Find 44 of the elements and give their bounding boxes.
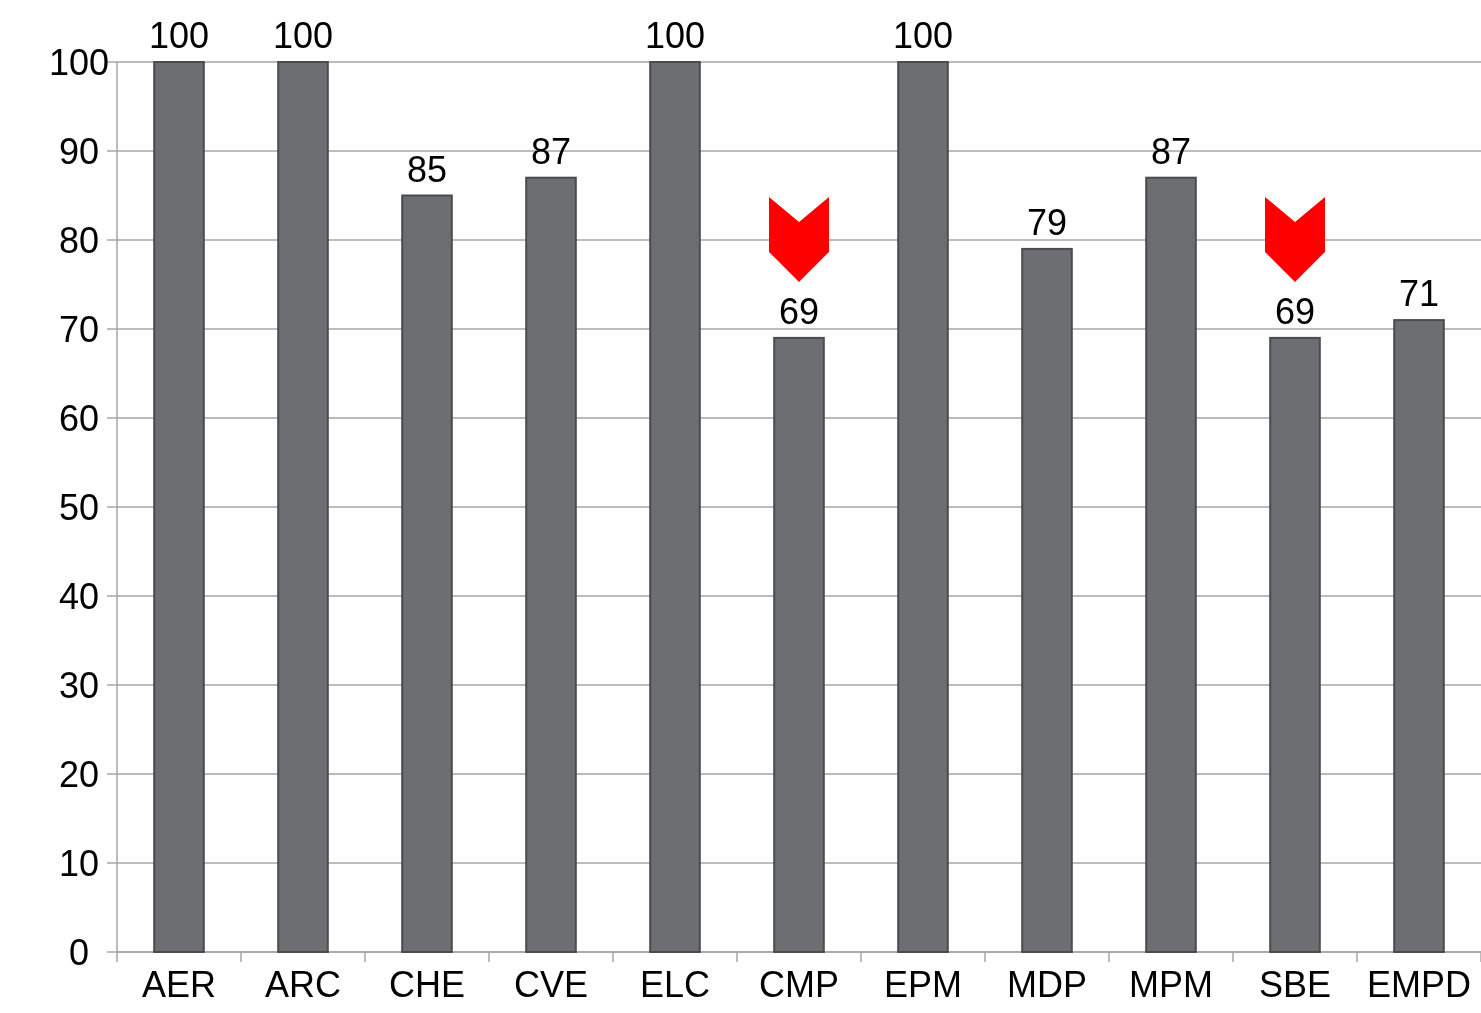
- y-tick-label: 90: [58, 130, 100, 172]
- x-tick-label: AER: [141, 964, 217, 1005]
- x-tick-label: CHE: [388, 964, 466, 1005]
- data-label: 100: [892, 15, 954, 56]
- data-label: 85: [406, 148, 448, 190]
- bar: [277, 61, 329, 953]
- data-label: 71: [1398, 273, 1440, 315]
- bar: [773, 336, 825, 953]
- y-tick-label: 10: [58, 842, 100, 884]
- x-tick-label: CMP: [759, 964, 839, 1005]
- bar: [525, 176, 577, 953]
- bar: [1145, 176, 1197, 953]
- bar: [1021, 247, 1073, 953]
- x-tick-label: MPM: [1129, 964, 1213, 1005]
- bar: [897, 61, 949, 953]
- data-label: 100: [148, 15, 210, 56]
- x-tick-label: SBE: [1258, 964, 1332, 1005]
- data-label: 87: [530, 130, 572, 172]
- data-label: 79: [1026, 201, 1068, 243]
- y-tick-label: 40: [58, 575, 100, 617]
- x-tick-label: EPM: [883, 964, 963, 1005]
- bar: [1393, 319, 1445, 953]
- y-tick-label: 20: [58, 753, 100, 795]
- x-tick-label: EMPD: [1366, 964, 1472, 1005]
- y-tick-label: 0: [68, 931, 90, 973]
- x-tick-label: MDP: [1007, 964, 1087, 1005]
- data-label: 69: [1274, 290, 1316, 332]
- y-tick-label: 30: [58, 664, 100, 706]
- x-tick-label: ARC: [264, 964, 342, 1005]
- bar: [1269, 336, 1321, 953]
- bar: [401, 194, 453, 953]
- x-tick-label: CVE: [513, 964, 589, 1005]
- bar: [153, 61, 205, 953]
- y-tick-label: 100: [48, 41, 110, 83]
- data-label: 87: [1150, 130, 1192, 172]
- data-label: 100: [272, 15, 334, 56]
- x-tick-label: ELC: [639, 964, 711, 1005]
- y-tick-label: 50: [58, 486, 100, 528]
- data-label: 69: [778, 290, 820, 332]
- y-tick-label: 70: [58, 308, 100, 350]
- y-tick-label: 80: [58, 219, 100, 261]
- y-tick-label: 60: [58, 397, 100, 439]
- bar: [649, 61, 701, 953]
- data-label: 100: [644, 15, 706, 56]
